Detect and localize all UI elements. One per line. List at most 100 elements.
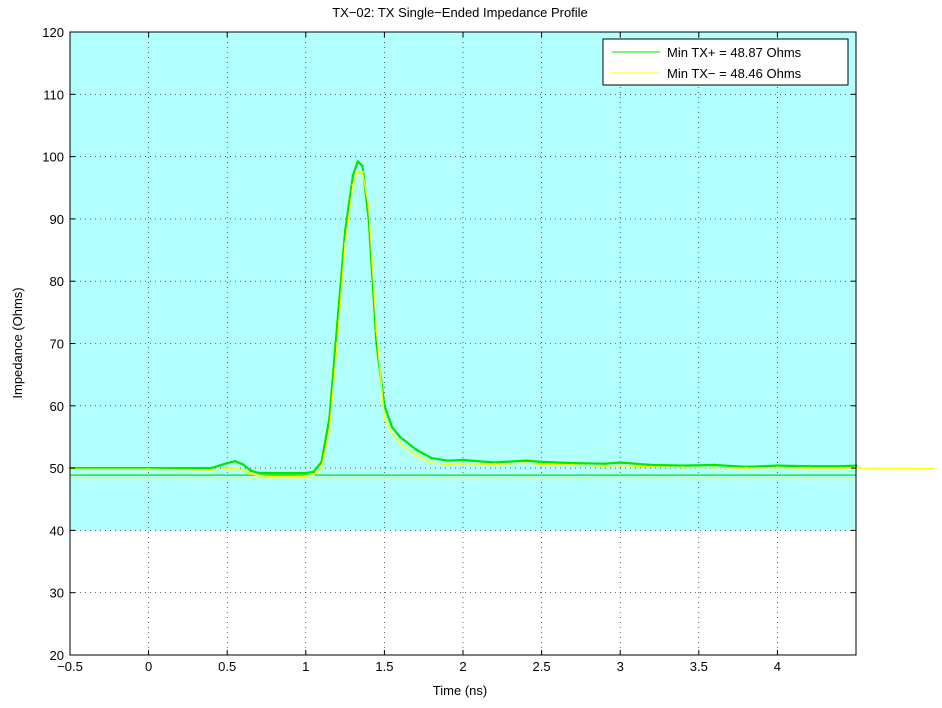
series-point-0 — [343, 230, 347, 233]
series-point-1 — [351, 183, 355, 186]
legend-box — [602, 38, 849, 86]
plot-background — [70, 32, 856, 655]
pass-band — [70, 32, 856, 531]
series-point-0 — [225, 461, 229, 465]
series-point-0 — [807, 464, 811, 468]
series-point-0 — [351, 173, 355, 177]
series-point-1 — [320, 466, 323, 470]
series-point-0 — [414, 448, 418, 451]
x-tick-label: 3 — [617, 659, 624, 674]
y-tick-label: 20 — [50, 648, 64, 663]
series-point-1 — [430, 461, 433, 465]
legend: Min TX+ = 48.87 Ohms Min TX− = 48.46 Ohm… — [602, 38, 849, 86]
series-point-0 — [273, 471, 276, 475]
series-point-1 — [356, 170, 359, 174]
series-point-0 — [445, 459, 449, 462]
series-point-0 — [398, 435, 402, 439]
series-point-0 — [524, 459, 528, 462]
series-point-1 — [383, 416, 386, 420]
x-tick-label: −0.5 — [57, 659, 83, 674]
series-point-1 — [398, 441, 402, 445]
series-point-1 — [807, 466, 811, 470]
series-point-0 — [838, 464, 842, 468]
series-point-1 — [744, 466, 748, 470]
series-point-1 — [618, 464, 622, 467]
series-point-1 — [540, 463, 543, 466]
x-tick-label: 1 — [302, 659, 309, 674]
series-point-0 — [335, 323, 339, 327]
series-point-1 — [273, 475, 276, 479]
series-point-0 — [540, 460, 543, 464]
series-point-0 — [618, 461, 622, 464]
series-point-0 — [304, 471, 308, 475]
series-point-1 — [210, 468, 213, 472]
series-point-0 — [461, 458, 465, 462]
y-tick-label: 100 — [42, 150, 64, 165]
y-tick-label: 30 — [50, 586, 64, 601]
series-point-1 — [571, 463, 575, 467]
series-lines — [68, 160, 935, 479]
series-point-1 — [603, 464, 606, 468]
series-point-1 — [328, 429, 331, 433]
min-impedance-lines — [70, 474, 856, 479]
series-point-1 — [367, 205, 370, 208]
legend-label-tx-minus: Min TX− = 48.46 Ohms — [667, 66, 802, 81]
series-point-1 — [241, 468, 245, 472]
series-point-1 — [390, 432, 394, 436]
x-tick-label: 0 — [145, 659, 152, 674]
y-tick-label: 90 — [50, 212, 64, 227]
series-point-1 — [233, 466, 237, 470]
series-point-0 — [571, 461, 575, 465]
series-point-1 — [312, 473, 315, 477]
series-point-0 — [493, 461, 496, 464]
series-point-0 — [356, 160, 359, 163]
series-point-1 — [257, 474, 260, 477]
series-point-0 — [288, 471, 292, 475]
series-point-0 — [241, 463, 245, 466]
series-point-1 — [249, 472, 253, 476]
series-point-0 — [603, 462, 606, 466]
series-point-0 — [257, 471, 260, 475]
series-point-0 — [776, 464, 779, 467]
x-axis-label: Time (ns) — [433, 683, 487, 698]
series-point-0 — [210, 466, 213, 470]
series-point-1 — [288, 475, 292, 479]
legend-label-tx-plus: Min TX+ = 48.87 Ohms — [667, 45, 802, 60]
x-tick-label: 0.5 — [218, 659, 236, 674]
series-point-0 — [430, 456, 433, 460]
y-tick-label: 40 — [50, 523, 64, 538]
series-point-1 — [445, 463, 449, 466]
series-point-1 — [147, 468, 150, 471]
series-point-1 — [524, 461, 528, 465]
series-point-0 — [650, 463, 653, 467]
x-axis-ticks: −0.5 0 0.5 1 1.5 2 2.5 3 3.5 4 — [57, 32, 781, 674]
series-point-0 — [249, 469, 253, 472]
y-tick-label: 50 — [50, 461, 64, 476]
series-point-1 — [304, 474, 308, 478]
chart-title: TX−02: TX Single−Ended Impedance Profile — [332, 5, 588, 20]
x-tick-label: 1.5 — [375, 659, 393, 674]
series-point-0 — [312, 470, 315, 474]
x-tick-label: 4 — [774, 659, 781, 674]
x-tick-label: 2.5 — [533, 659, 551, 674]
x-tick-label: 3.5 — [690, 659, 708, 674]
series-point-1 — [343, 242, 347, 246]
series-point-0 — [713, 463, 716, 467]
series-point-1 — [361, 170, 364, 174]
series-point-1 — [335, 342, 339, 345]
series-point-1 — [493, 463, 496, 466]
series-point-1 — [650, 465, 653, 469]
series-point-1 — [375, 329, 378, 333]
y-tick-label: 110 — [43, 87, 64, 102]
series-point-0 — [681, 464, 685, 467]
y-tick-label: 70 — [50, 337, 64, 352]
y-axis-label: Impedance (Ohms) — [10, 287, 25, 398]
series-point-1 — [225, 467, 229, 471]
series-point-1 — [838, 466, 842, 470]
y-tick-label: 80 — [50, 274, 64, 289]
series-point-1 — [414, 454, 418, 457]
series-point-1 — [681, 466, 685, 469]
series-point-0 — [361, 164, 364, 168]
y-axis-ticks: 20 30 40 50 60 70 80 90 100 110 120 — [42, 25, 856, 663]
